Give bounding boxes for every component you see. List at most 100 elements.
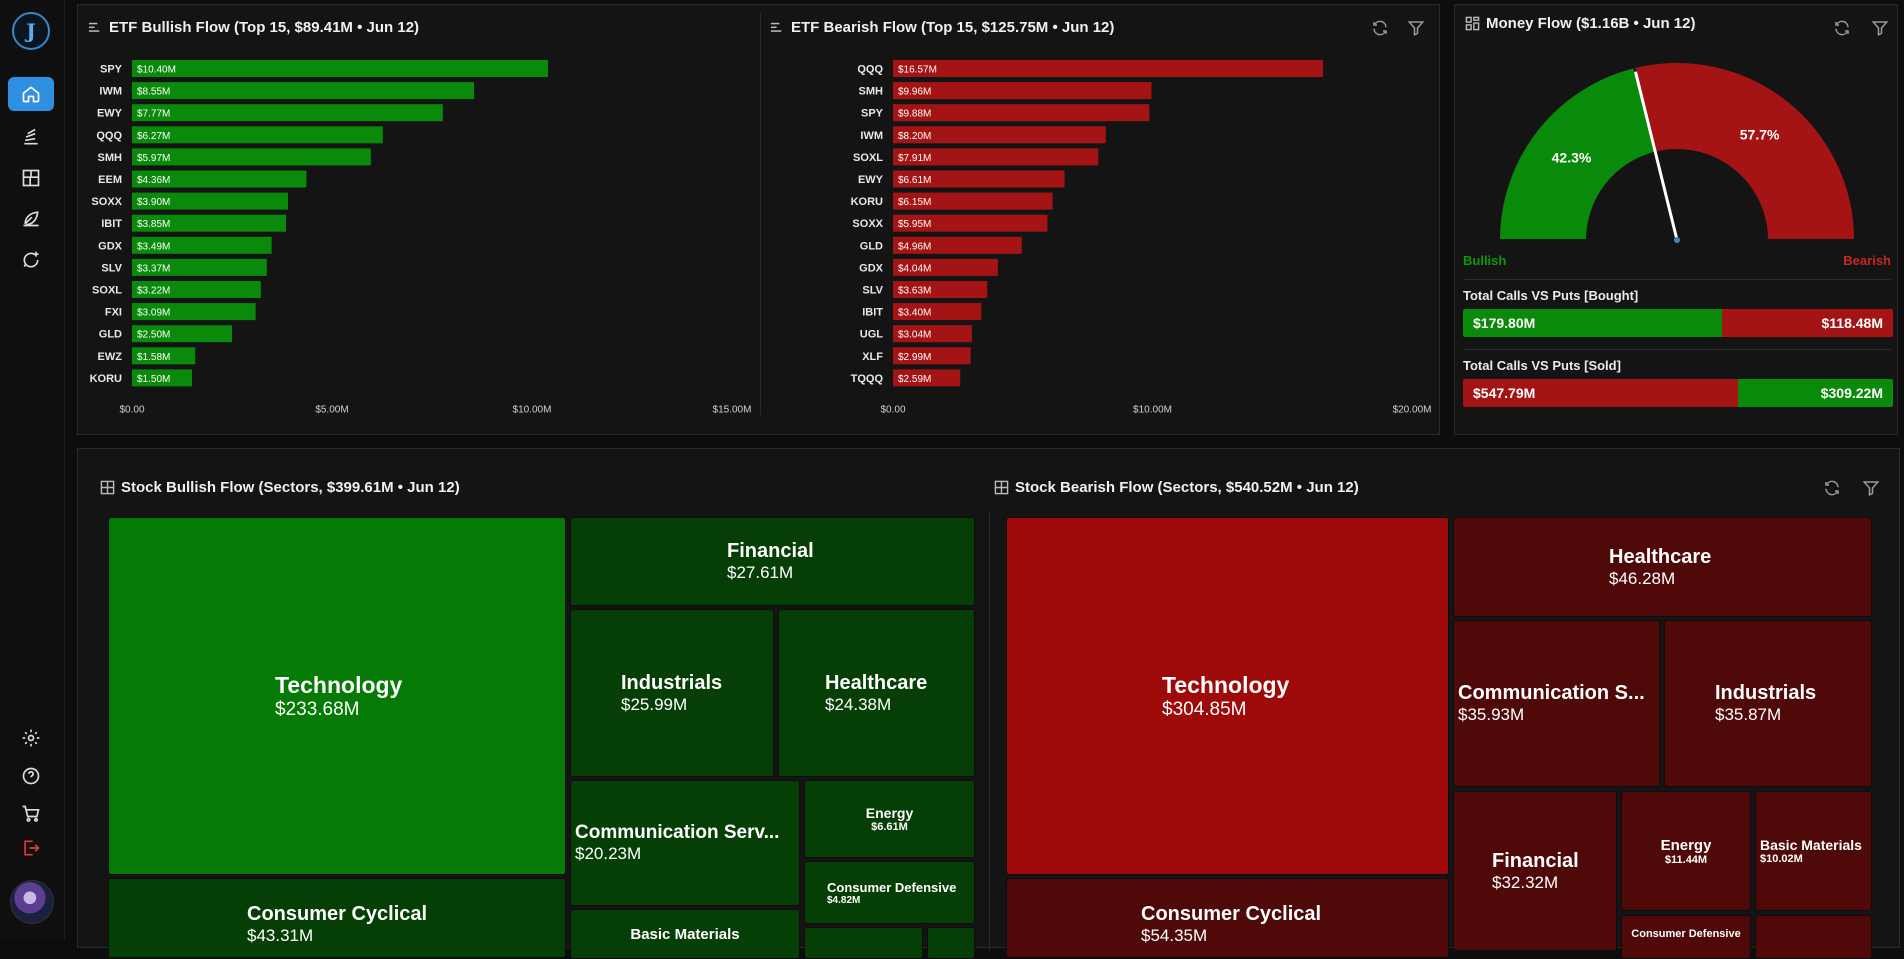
nav-home[interactable]	[8, 77, 54, 111]
etf-bullish-bar[interactable]	[132, 60, 548, 77]
tile-value: $11.44M	[1664, 853, 1708, 866]
etf-bearish-bar[interactable]	[893, 170, 1065, 188]
nav-logout[interactable]	[8, 831, 54, 865]
etf-bullish-bar[interactable]	[132, 303, 256, 321]
tile-name: Technology	[1162, 671, 1290, 698]
etf-bearish-bar[interactable]	[893, 192, 1053, 210]
etf-bearish-bar[interactable]	[893, 60, 1324, 77]
app-logo[interactable]: J	[12, 12, 50, 50]
money-flow-filter-button[interactable]	[1871, 19, 1889, 37]
nav-ai[interactable]	[8, 243, 54, 277]
etf-bearish-bar-value: $9.88M	[898, 109, 931, 120]
etf-bearish-bar[interactable]	[893, 82, 1152, 100]
nav-signals[interactable]	[8, 201, 54, 235]
etf-bearish-bar[interactable]	[893, 126, 1106, 144]
etf-bullish-bar[interactable]	[132, 281, 261, 298]
tile-name: Technology	[275, 671, 403, 698]
nav-help[interactable]	[8, 759, 54, 793]
bearish-tile-consumer-cyclical[interactable]: Consumer Cyclical $54.35M	[1006, 878, 1449, 958]
etf-bullish-bar[interactable]	[132, 214, 286, 232]
etf-bullish-bar[interactable]	[132, 258, 267, 276]
gauge-bearish-segment	[1633, 61, 1857, 241]
bearish-tile-other[interactable]	[1755, 915, 1872, 959]
stock-flow-panel: Stock Bullish Flow (Sectors, $399.61M • …	[77, 448, 1900, 959]
etf-bearish-bar-value: $6.61M	[898, 175, 931, 186]
etf-bullish-category-label: SOXX	[91, 196, 122, 208]
bearish-tile-basic-materials[interactable]: Basic Materials $10.02M	[1755, 791, 1872, 911]
tile-value: $35.93M	[1458, 705, 1525, 724]
nav-cart[interactable]	[8, 797, 54, 831]
etf-bearish-category-label: IWM	[860, 130, 883, 142]
bullish-tile-energy[interactable]: Energy $6.61M	[804, 780, 975, 858]
etf-bearish-bar-value: $7.91M	[898, 153, 931, 164]
bullish-tile-consumer-cyclical[interactable]: Consumer Cyclical $43.31M	[108, 878, 566, 958]
etf-bearish-bar[interactable]	[893, 347, 971, 365]
tile-value: $24.38M	[825, 694, 892, 714]
bearish-tile-communication[interactable]: Communication S... $35.93M	[1453, 620, 1660, 787]
etf-bearish-bar[interactable]	[893, 303, 982, 321]
stock-filter-button[interactable]	[1862, 479, 1880, 497]
etf-bullish-category-label: SLV	[101, 262, 122, 274]
etf-bullish-bar-value: $10.40M	[137, 65, 176, 76]
bought-calls-segment: $179.80M	[1463, 309, 1723, 337]
gauge-bullish-label: 42.3%	[1552, 149, 1592, 165]
tile-name: Consumer Defensive	[827, 879, 957, 895]
bullish-tile-healthcare[interactable]: Healthcare $24.38M	[778, 609, 975, 777]
bullish-tile-other[interactable]	[927, 927, 975, 959]
bearish-tile-energy[interactable]: Energy $11.44M	[1621, 791, 1751, 911]
etf-refresh-button[interactable]	[1371, 19, 1389, 37]
tile-value: $233.68M	[275, 698, 360, 720]
etf-bearish-bar[interactable]	[893, 214, 1048, 232]
gauge-needle	[1634, 71, 1679, 242]
etf-bearish-category-label: IBIT	[862, 307, 883, 319]
bearish-tile-technology[interactable]: Technology $304.85M	[1006, 517, 1449, 875]
etf-bullish-bar[interactable]	[132, 236, 272, 254]
stock-refresh-button[interactable]	[1823, 479, 1841, 497]
tile-value: $304.85M	[1162, 698, 1247, 720]
etf-bearish-category-label: XLF	[862, 351, 883, 363]
bearish-tile-financial[interactable]: Financial $32.32M	[1453, 791, 1617, 951]
bullish-tile-industrials[interactable]: Industrials $25.99M	[570, 609, 774, 777]
avatar[interactable]	[10, 880, 54, 924]
etf-bullish-bar[interactable]	[132, 192, 288, 210]
etf-bullish-bar[interactable]	[132, 148, 371, 166]
bearish-tile-industrials[interactable]: Industrials $35.87M	[1664, 620, 1872, 787]
bullish-tile-financial[interactable]: Financial $27.61M	[570, 517, 975, 606]
etf-bullish-bar[interactable]	[132, 104, 443, 122]
bullish-tile-communication[interactable]: Communication Serv... $20.23M	[570, 780, 800, 906]
etf-bearish-bar[interactable]	[893, 104, 1150, 122]
tile-value: $46.28M	[1609, 568, 1676, 588]
money-flow-refresh-button[interactable]	[1833, 19, 1851, 37]
etf-bearish-bar[interactable]	[893, 325, 972, 343]
etf-bullish-bar[interactable]	[132, 126, 383, 144]
etf-bullish-bar[interactable]	[132, 170, 307, 188]
bearish-tile-healthcare[interactable]: Healthcare $46.28M	[1453, 517, 1872, 617]
nav-settings[interactable]	[8, 721, 54, 755]
bullish-tile-technology[interactable]: Technology $233.68M	[108, 517, 566, 875]
nav-dashboard[interactable]	[8, 161, 54, 195]
bullish-tile-other[interactable]	[804, 927, 923, 959]
bullish-tile-consumer-defensive[interactable]: Consumer Defensive $4.82M	[804, 861, 975, 924]
nav-flow[interactable]	[8, 120, 54, 154]
money-flow-panel: Money Flow ($1.16B • Jun 12) 42.3% 57.7% …	[1454, 4, 1898, 435]
etf-filter-button[interactable]	[1407, 19, 1425, 37]
etf-bullish-bar[interactable]	[132, 347, 196, 365]
etf-bullish-category-label: EEM	[98, 174, 122, 186]
etf-bullish-bar-value: $2.50M	[137, 330, 170, 341]
logout-icon	[24, 840, 40, 856]
bullish-tile-basic-materials[interactable]: Basic Materials	[570, 909, 800, 959]
gauge-bearish-label: 57.7%	[1740, 127, 1780, 143]
etf-bearish-bar[interactable]	[893, 258, 998, 276]
etf-bullish-category-label: GLD	[99, 329, 122, 341]
etf-bearish-bar[interactable]	[893, 369, 961, 387]
etf-bullish-bar[interactable]	[132, 369, 192, 387]
etf-bearish-bar[interactable]	[893, 148, 1099, 166]
bearish-tile-consumer-defensive[interactable]: Consumer Defensive	[1621, 915, 1751, 959]
etf-bullish-bar[interactable]	[132, 82, 474, 100]
etf-bullish-bar-value: $3.22M	[137, 286, 170, 297]
tile-name: Healthcare	[1609, 545, 1712, 568]
etf-bearish-bar[interactable]	[893, 236, 1022, 254]
etf-bullish-bar[interactable]	[132, 325, 232, 343]
stock-bearish-title-text: Stock Bearish Flow (Sectors, $540.52M • …	[1015, 479, 1359, 496]
etf-bearish-bar[interactable]	[893, 281, 988, 298]
